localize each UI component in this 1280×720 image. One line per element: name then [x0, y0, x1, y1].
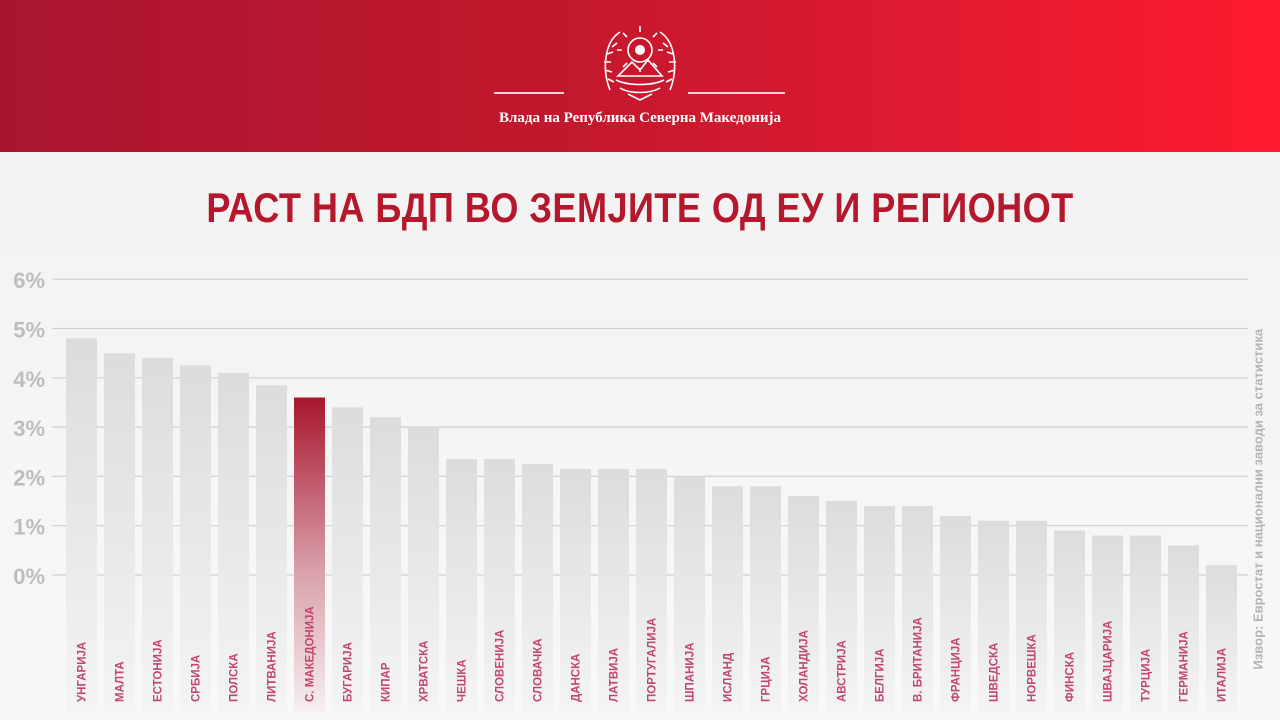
category-label: АВСТРИЈА	[837, 640, 849, 702]
bar	[636, 469, 667, 712]
category-label: СЛОВЕНИЈА	[495, 630, 507, 702]
category-label: ЛИТВАНИЈА	[267, 631, 279, 702]
category-label: МАЛТА	[115, 661, 127, 702]
category-label: ШВЕДСКА	[989, 643, 1001, 702]
category-label: ГРЦИЈА	[761, 656, 773, 702]
bar	[1092, 535, 1123, 712]
category-label: ХОЛАНДИЈА	[799, 630, 811, 702]
bar	[902, 505, 933, 712]
category-label: ХРВАТСКА	[419, 641, 431, 702]
category-label: ДАНСКА	[571, 654, 583, 702]
bar	[864, 505, 895, 712]
bar	[370, 417, 401, 712]
category-label: ФИНСКА	[1065, 652, 1077, 702]
category-label: ГЕРМАНИЈА	[1179, 631, 1191, 702]
header-divider-right	[688, 92, 785, 94]
bar	[332, 407, 363, 712]
bar	[408, 427, 439, 712]
bar	[940, 515, 971, 712]
government-name: Влада на Република Северна Македонија	[499, 110, 781, 126]
category-label: С. МАКЕДОНИЈА	[305, 606, 317, 702]
bar	[750, 486, 781, 712]
bar	[1168, 545, 1199, 712]
y-tick-label: 6%	[13, 268, 45, 293]
bar	[66, 338, 97, 712]
category-label: БЕЛГИЈА	[875, 649, 887, 703]
bar	[104, 353, 135, 712]
category-label: ТУРЦИЈА	[1141, 649, 1153, 702]
y-tick-label: 4%	[13, 367, 45, 392]
category-label: ИТАЛИЈА	[1217, 648, 1229, 702]
category-label: СРБИЈА	[191, 655, 203, 702]
bar	[978, 520, 1009, 712]
y-tick-label: 0%	[13, 564, 45, 589]
category-label: УНГАРИЈА	[77, 642, 89, 702]
category-label: ЛАТВИЈА	[609, 648, 621, 702]
bar	[522, 464, 553, 712]
bar	[1016, 520, 1047, 712]
category-label: НОРВЕШКА	[1027, 634, 1039, 702]
category-label: ШВАЈЦАРИЈА	[1103, 621, 1115, 702]
bar	[674, 476, 705, 712]
y-tick-label: 2%	[13, 465, 45, 490]
bar	[294, 397, 325, 712]
category-label: В. БРИТАНИЈА	[913, 617, 925, 702]
bar	[598, 469, 629, 712]
category-label: ЧЕШКА	[457, 659, 469, 702]
category-label: ПОРТУГАЛИЈА	[647, 618, 659, 702]
category-label: ПОЛСКА	[229, 653, 241, 702]
category-label: ШПАНИЈА	[685, 643, 697, 702]
y-tick-label: 5%	[13, 318, 45, 343]
bar	[1206, 565, 1237, 712]
y-tick-label: 1%	[13, 515, 45, 540]
header-banner: Влада на Република Северна Македонија	[0, 0, 1280, 152]
bar	[560, 469, 591, 712]
bar	[446, 459, 477, 712]
source-note: Извор: Евростат и национални заводи за с…	[1250, 328, 1266, 670]
category-label: ФРАНЦИЈА	[951, 638, 963, 702]
chart-title: РАСТ НА БДП ВО ЗЕМЈИТЕ ОД ЕУ И РЕГИОНОТ	[206, 184, 1074, 231]
category-label: ИСЛАНД	[723, 653, 735, 702]
category-label: КИПАР	[381, 662, 393, 702]
bar	[180, 365, 211, 712]
category-label: СЛОВАЧКА	[533, 638, 545, 702]
bar	[1054, 530, 1085, 712]
bar	[256, 385, 287, 712]
header-divider-left	[494, 92, 564, 94]
bar	[826, 501, 857, 712]
bar	[484, 459, 515, 712]
coat-of-arms-icon	[604, 26, 676, 101]
category-label: ЕСТОНИЈА	[153, 639, 165, 702]
bar	[712, 486, 743, 712]
bar	[218, 372, 249, 712]
bar	[142, 358, 173, 712]
bar	[788, 496, 819, 712]
y-tick-label: 3%	[13, 416, 45, 441]
bar	[1130, 535, 1161, 712]
category-label: БУГАРИЈА	[343, 642, 355, 702]
